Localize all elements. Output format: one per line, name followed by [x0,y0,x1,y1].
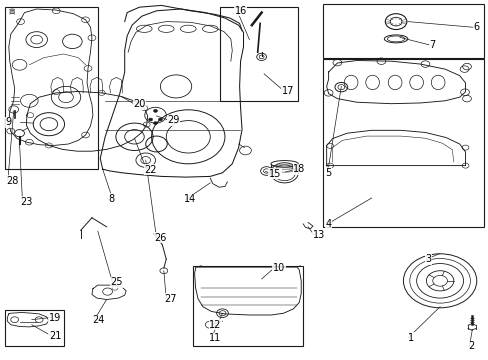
Circle shape [153,122,157,125]
Text: 8: 8 [108,194,115,204]
Text: 5: 5 [325,168,331,178]
Text: 26: 26 [154,233,166,243]
Text: 4: 4 [325,219,331,229]
Circle shape [153,109,157,112]
Text: 3: 3 [425,254,431,264]
Bar [5,7,98,169]
Bar [322,59,483,227]
Circle shape [158,118,162,121]
Text: 17: 17 [281,86,293,96]
Bar [193,266,303,346]
Text: 19: 19 [49,312,61,323]
Bar [5,310,63,346]
Text: 16: 16 [234,6,246,16]
Text: 28: 28 [6,176,18,186]
Text: 13: 13 [312,230,325,240]
Text: 10: 10 [272,263,285,273]
Text: 20: 20 [133,99,145,109]
Text: 29: 29 [167,115,179,125]
Text: 23: 23 [20,197,33,207]
Text: 27: 27 [164,294,177,304]
Text: 22: 22 [144,165,157,175]
Text: 24: 24 [92,315,104,325]
Text: 12: 12 [209,320,221,330]
Text: 11: 11 [209,333,221,343]
Text: 21: 21 [49,330,61,341]
Circle shape [148,118,152,121]
Text: 6: 6 [472,22,479,32]
Text: 18: 18 [293,164,305,174]
Text: 1: 1 [407,333,414,343]
Text: 2: 2 [468,341,474,351]
Text: 15: 15 [268,168,281,179]
Text: 25: 25 [110,277,123,287]
Bar [220,7,298,101]
Text: 14: 14 [183,194,196,204]
Bar [322,4,483,58]
Text: 9: 9 [6,117,12,127]
Text: 7: 7 [428,40,435,50]
